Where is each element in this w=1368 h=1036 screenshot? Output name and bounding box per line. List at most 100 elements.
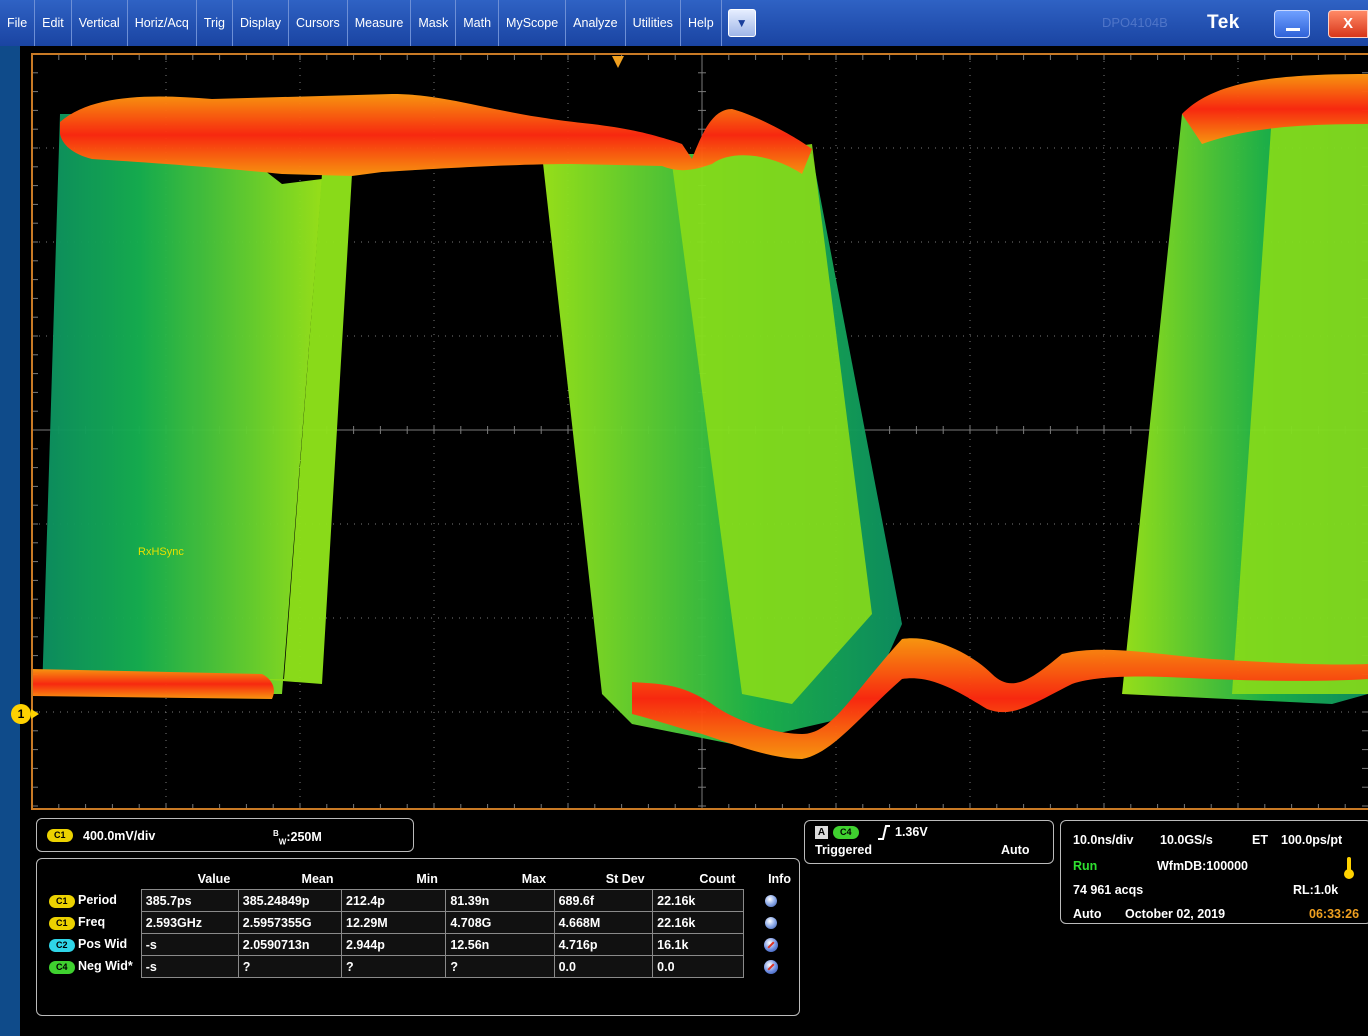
table-row[interactable]: C1 Freq 2.593GHz 2.5957355G 12.29M 4.708… [45,911,799,934]
menu-cursors[interactable]: Cursors [289,0,348,46]
cell-count: 0.0 [652,955,744,978]
trigger-level: 1.36V [895,825,928,839]
menu-trig[interactable]: Trig [197,0,233,46]
menu-mask[interactable]: Mask [411,0,457,46]
menu-analyze[interactable]: Analyze [566,0,626,46]
acq-mode: Auto [1073,907,1102,921]
trigger-letter: A [815,826,828,839]
trigger-readout[interactable]: A C4 1.36V Triggered Auto [804,820,1054,864]
cell-mean: 385.24849p [237,889,343,912]
cell-max: 12.56n [445,933,555,956]
timebase: 10.0ns/div [1073,833,1134,847]
table-row[interactable]: C4 Neg Wid* -s ? ? ? 0.0 0.0 [45,955,799,978]
trigger-position-marker[interactable] [612,56,624,68]
table-row[interactable]: C2 Pos Wid -s 2.0590713n 2.944p 12.56n 4… [45,933,799,956]
waveform-canvas [32,54,1368,810]
record-length: RL:1.0k [1293,883,1339,897]
cell-count: 22.16k [652,889,744,912]
thermometer-bulb-icon [1344,869,1354,879]
cell-info[interactable] [743,956,799,978]
waveform-label[interactable]: RxHSync [138,546,184,558]
cell-count: 22.16k [652,911,744,934]
menu-file[interactable]: File [0,0,36,46]
sample-rate: 10.0GS/s [1160,833,1213,847]
readout-area: C1 400.0mV/div BW:250M Value Mean Min Ma… [20,812,1368,1036]
cell-min: 212.4p [340,889,447,912]
measurement-name: Freq [78,915,106,930]
trace-top-right-hot [1182,74,1368,144]
channel-chip: C2 [49,938,75,952]
acquisition-count: 74 961 acqs [1073,883,1144,897]
waveform-trace [32,74,1368,759]
bw-value: :250M [286,830,322,845]
tek-logo: Tek [1207,12,1240,33]
cell-info[interactable] [743,890,799,912]
menu-math[interactable]: Math [456,0,500,46]
menu-horiz-acq[interactable]: Horiz/Acq [128,0,197,46]
menu-bar: File Edit Vertical Horiz/Acq Trig Displa… [0,0,1368,46]
info-icon[interactable] [765,895,778,908]
cell-value: 2.593GHz [140,911,239,934]
left-strip [0,46,20,1036]
header-count: Count [699,872,736,886]
minimize-icon [1286,28,1300,31]
ch1-readout[interactable]: C1 400.0mV/div BW:250M [36,818,414,852]
channel-1-arrow-icon [31,709,39,719]
measurement-name: Pos Wid [78,937,128,952]
menu-display[interactable]: Display [233,0,289,46]
trace-bottom-hot [632,638,1368,759]
date: October 02, 2019 [1125,907,1226,921]
run-state: Run [1073,859,1098,873]
cell-value: -s [140,955,239,978]
header-stdev: St Dev [605,872,645,886]
measurement-label: C4 Neg Wid* [45,956,141,978]
measurement-table: Value Mean Min Max St Dev Count Info C1 … [45,869,799,978]
cell-info[interactable] [743,934,799,956]
cell-mean: 2.0590713n [237,933,343,956]
channel-1-marker[interactable]: 1 [11,704,31,724]
bw-prefix: B [273,829,279,838]
header-info: Info [768,872,791,887]
instrument-model: DPO4104B [1102,15,1168,30]
close-button[interactable]: X [1328,10,1368,38]
measurement-panel[interactable]: Value Mean Min Max St Dev Count Info C1 … [36,858,800,1016]
trace-top-hot [60,94,812,176]
measurement-label: C1 Period [45,890,141,912]
cell-info[interactable] [743,912,799,934]
ch1-bandwidth: BW:250M [273,829,322,847]
measurement-name: Period [78,893,117,908]
menu-myscope[interactable]: MyScope [499,0,567,46]
measurement-label: C2 Pos Wid [45,934,141,956]
acquisition-readout[interactable]: 10.0ns/div 10.0GS/s ET 100.0ps/pt Run Wf… [1060,820,1368,924]
measurement-header-row: Value Mean Min Max St Dev Count Info [45,869,799,890]
trigger-source-chip: C4 [833,826,859,839]
header-blank [45,869,141,890]
cell-stdev: 4.668M [553,911,654,934]
cell-mean: ? [237,955,343,978]
cell-value: 385.7ps [140,889,239,912]
cell-min: 2.944p [340,933,447,956]
measurement-name: Neg Wid* [78,959,133,974]
header-max: Max [521,872,547,886]
menu-measure[interactable]: Measure [348,0,412,46]
channel-chip: C1 [49,894,75,908]
cell-stdev: 4.716p [553,933,654,956]
header-mean: Mean [301,872,334,886]
menu-edit[interactable]: Edit [35,0,72,46]
cell-count: 16.1k [652,933,744,956]
et-mode: ET [1252,833,1268,847]
menu-help[interactable]: Help [681,0,722,46]
minimize-button[interactable] [1274,10,1310,38]
waveform-display[interactable] [32,54,1368,810]
rising-edge-icon [878,825,890,840]
table-row[interactable]: C1 Period 385.7ps 385.24849p 212.4p 81.3… [45,889,799,912]
menu-utilities[interactable]: Utilities [626,0,681,46]
cell-stdev: 0.0 [553,955,654,978]
info-icon[interactable] [765,917,778,930]
cell-stdev: 689.6f [553,889,654,912]
warning-icon[interactable] [764,937,779,952]
menu-vertical[interactable]: Vertical [72,0,128,46]
warning-icon[interactable] [764,959,779,974]
chevron-down-icon[interactable]: ▼ [727,9,756,37]
cell-max: 4.708G [445,911,555,934]
